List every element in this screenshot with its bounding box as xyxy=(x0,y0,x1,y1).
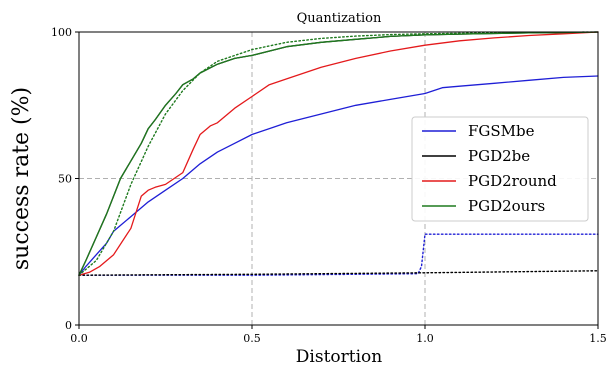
y-tick-label-2: 100 xyxy=(51,26,72,39)
y-axis-label: success rate (%) xyxy=(9,87,34,270)
series-lines xyxy=(78,31,599,276)
x-tick-label-0: 0.0 xyxy=(70,332,88,345)
legend-box xyxy=(411,116,589,222)
series-line-0 xyxy=(78,75,599,276)
series-line-5 xyxy=(78,31,599,276)
legend-label-3: PGD2ours xyxy=(468,197,545,215)
legend-label-1: PGD2be xyxy=(468,147,530,165)
series-line-4 xyxy=(78,31,599,276)
legend: FGSMbe PGD2be PGD2round PGD2ours xyxy=(411,116,589,222)
y-tick-label-1: 50 xyxy=(58,173,72,186)
legend-label-0: FGSMbe xyxy=(468,122,535,140)
legend-label-2: PGD2round xyxy=(468,172,557,190)
x-tick-label-2: 1.0 xyxy=(416,332,434,345)
series-line-6 xyxy=(78,31,599,276)
x-tick-label-1: 0.5 xyxy=(243,332,261,345)
x-tick-label-3: 1.5 xyxy=(589,332,607,345)
x-axis-label: Distortion xyxy=(296,347,382,366)
series-line-1 xyxy=(78,233,599,276)
chart-title: Quantization xyxy=(297,11,382,26)
series-line-3 xyxy=(78,270,599,276)
y-tick-label-0: 0 xyxy=(65,319,72,332)
axis-ticks: 0.0 0.5 1.0 1.5 0 50 100 xyxy=(51,26,607,345)
